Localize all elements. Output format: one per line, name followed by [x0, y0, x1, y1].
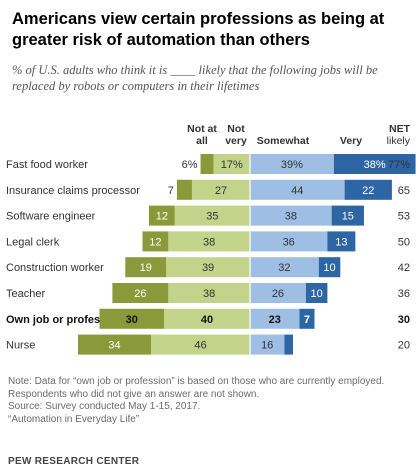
value-label-not-very: 38 — [203, 288, 215, 300]
value-label-not-very: 40 — [201, 314, 213, 326]
value-label-not-very: 46 — [194, 340, 206, 352]
value-label-not-very: 27 — [215, 185, 227, 197]
value-label-not-at-all: 7 — [168, 185, 174, 197]
chart-subtitle: % of U.S. adults who think it is ____ li… — [12, 63, 378, 93]
value-label-not-at-all: 30 — [126, 314, 138, 326]
bar-not-at-all — [176, 179, 192, 200]
net-likely-value: 65 — [398, 185, 410, 197]
value-label-not-very: 39 — [202, 262, 214, 274]
value-label-not-at-all: 34 — [108, 340, 120, 352]
bar-not-very — [151, 334, 250, 355]
category-label: Nurse — [6, 340, 35, 352]
net-likely-value: 50 — [398, 236, 410, 248]
category-label: Teacher — [6, 288, 45, 300]
bar-not-very — [168, 231, 250, 252]
bar-somewhat — [250, 154, 334, 174]
legend-not-at-all: Not at all — [187, 123, 217, 147]
bar-very — [331, 205, 364, 226]
category-label: Software engineer — [6, 211, 96, 223]
net-likely-value: 30 — [398, 314, 410, 326]
value-label-somewhat: 39% — [281, 159, 303, 171]
category-label: Construction worker — [6, 262, 104, 274]
value-label-not-at-all: 26 — [134, 288, 146, 300]
bar-very — [344, 179, 392, 200]
value-label-not-at-all: 19 — [140, 262, 152, 274]
category-label: Legal clerk — [6, 236, 60, 248]
bar-not-at-all — [142, 231, 169, 252]
legend-somewhat: Somewhat — [257, 135, 310, 147]
bar-very — [318, 257, 341, 278]
value-label-somewhat: 16 — [261, 340, 273, 352]
bar-not-very — [174, 205, 250, 226]
net-likely-value: 36 — [398, 288, 410, 300]
net-likely-value: 53 — [398, 211, 410, 223]
legend-not-very: Not very — [225, 123, 247, 147]
bar-not-very — [164, 308, 250, 329]
legend-very: Very — [340, 135, 362, 147]
pew-research-center-logo: PEW RESEARCH CENTER — [8, 456, 140, 467]
bar-very — [305, 283, 328, 303]
category-label: Fast food worker — [6, 159, 88, 171]
net-likely-value: 77% — [388, 159, 410, 171]
bar-somewhat — [250, 283, 306, 303]
value-label-somewhat: 36 — [283, 236, 295, 248]
value-label-somewhat: 23 — [269, 314, 281, 326]
value-label-very: 22 — [362, 185, 374, 197]
bar-somewhat — [250, 334, 285, 355]
bar-very — [333, 154, 416, 174]
chart-footer: Note: Data for “own job or profession” i… — [8, 376, 413, 426]
footer-source: Source: Survey conducted May 1-15, 2017. — [8, 401, 201, 412]
bar-not-at-all — [200, 154, 214, 174]
value-label-somewhat: 32 — [278, 262, 290, 274]
bar-somewhat — [250, 205, 332, 226]
bar-somewhat — [250, 231, 328, 252]
footer-note: Note: Data for “own job or profession” i… — [8, 376, 385, 400]
bar-somewhat — [250, 308, 300, 329]
bar-somewhat — [250, 179, 345, 200]
bar-not-at-all — [78, 334, 152, 355]
value-label-somewhat: 26 — [272, 288, 284, 300]
bar-not-very — [168, 283, 250, 303]
value-label-not-very: 35 — [206, 211, 218, 223]
net-likely-header: NET — [389, 123, 411, 135]
value-label-somewhat: 44 — [291, 185, 303, 197]
net-likely-value: 42 — [398, 262, 410, 274]
value-label-very: 13 — [335, 236, 347, 248]
value-label-very: 10 — [311, 288, 323, 300]
value-label-very: 4 — [295, 340, 301, 352]
value-label-very: 7 — [304, 314, 310, 326]
net-likely-value: 20 — [398, 340, 410, 352]
value-label-very: 10 — [323, 262, 335, 274]
value-label-not-very: 38 — [203, 236, 215, 248]
bar-not-at-all — [148, 205, 175, 226]
bar-not-very — [166, 257, 250, 278]
bar-very — [327, 231, 356, 252]
value-label-not-very: 17% — [221, 159, 243, 171]
bar-not-at-all — [99, 308, 164, 329]
footer-report: “Automation in Everyday Life” — [8, 413, 140, 425]
bar-not-at-all — [112, 283, 169, 303]
bar-not-very — [213, 154, 250, 174]
net-likely-subheader: likely — [387, 135, 411, 147]
bar-very — [284, 334, 293, 355]
bar-not-at-all — [125, 257, 167, 278]
bar-somewhat — [250, 257, 319, 278]
value-label-very: 15 — [342, 211, 354, 223]
category-label: Insurance claims processor — [6, 185, 140, 197]
bar-not-very — [191, 179, 250, 200]
value-label-not-at-all: 6% — [182, 159, 198, 171]
value-label-somewhat: 38 — [285, 211, 297, 223]
value-label-not-at-all: 12 — [149, 236, 161, 248]
category-label: Own job or profession — [6, 314, 123, 326]
bar-very — [299, 308, 315, 329]
value-label-not-at-all: 12 — [156, 211, 168, 223]
value-label-very: 38% — [364, 159, 386, 171]
chart-title: Americans view certain professions as be… — [12, 10, 385, 49]
